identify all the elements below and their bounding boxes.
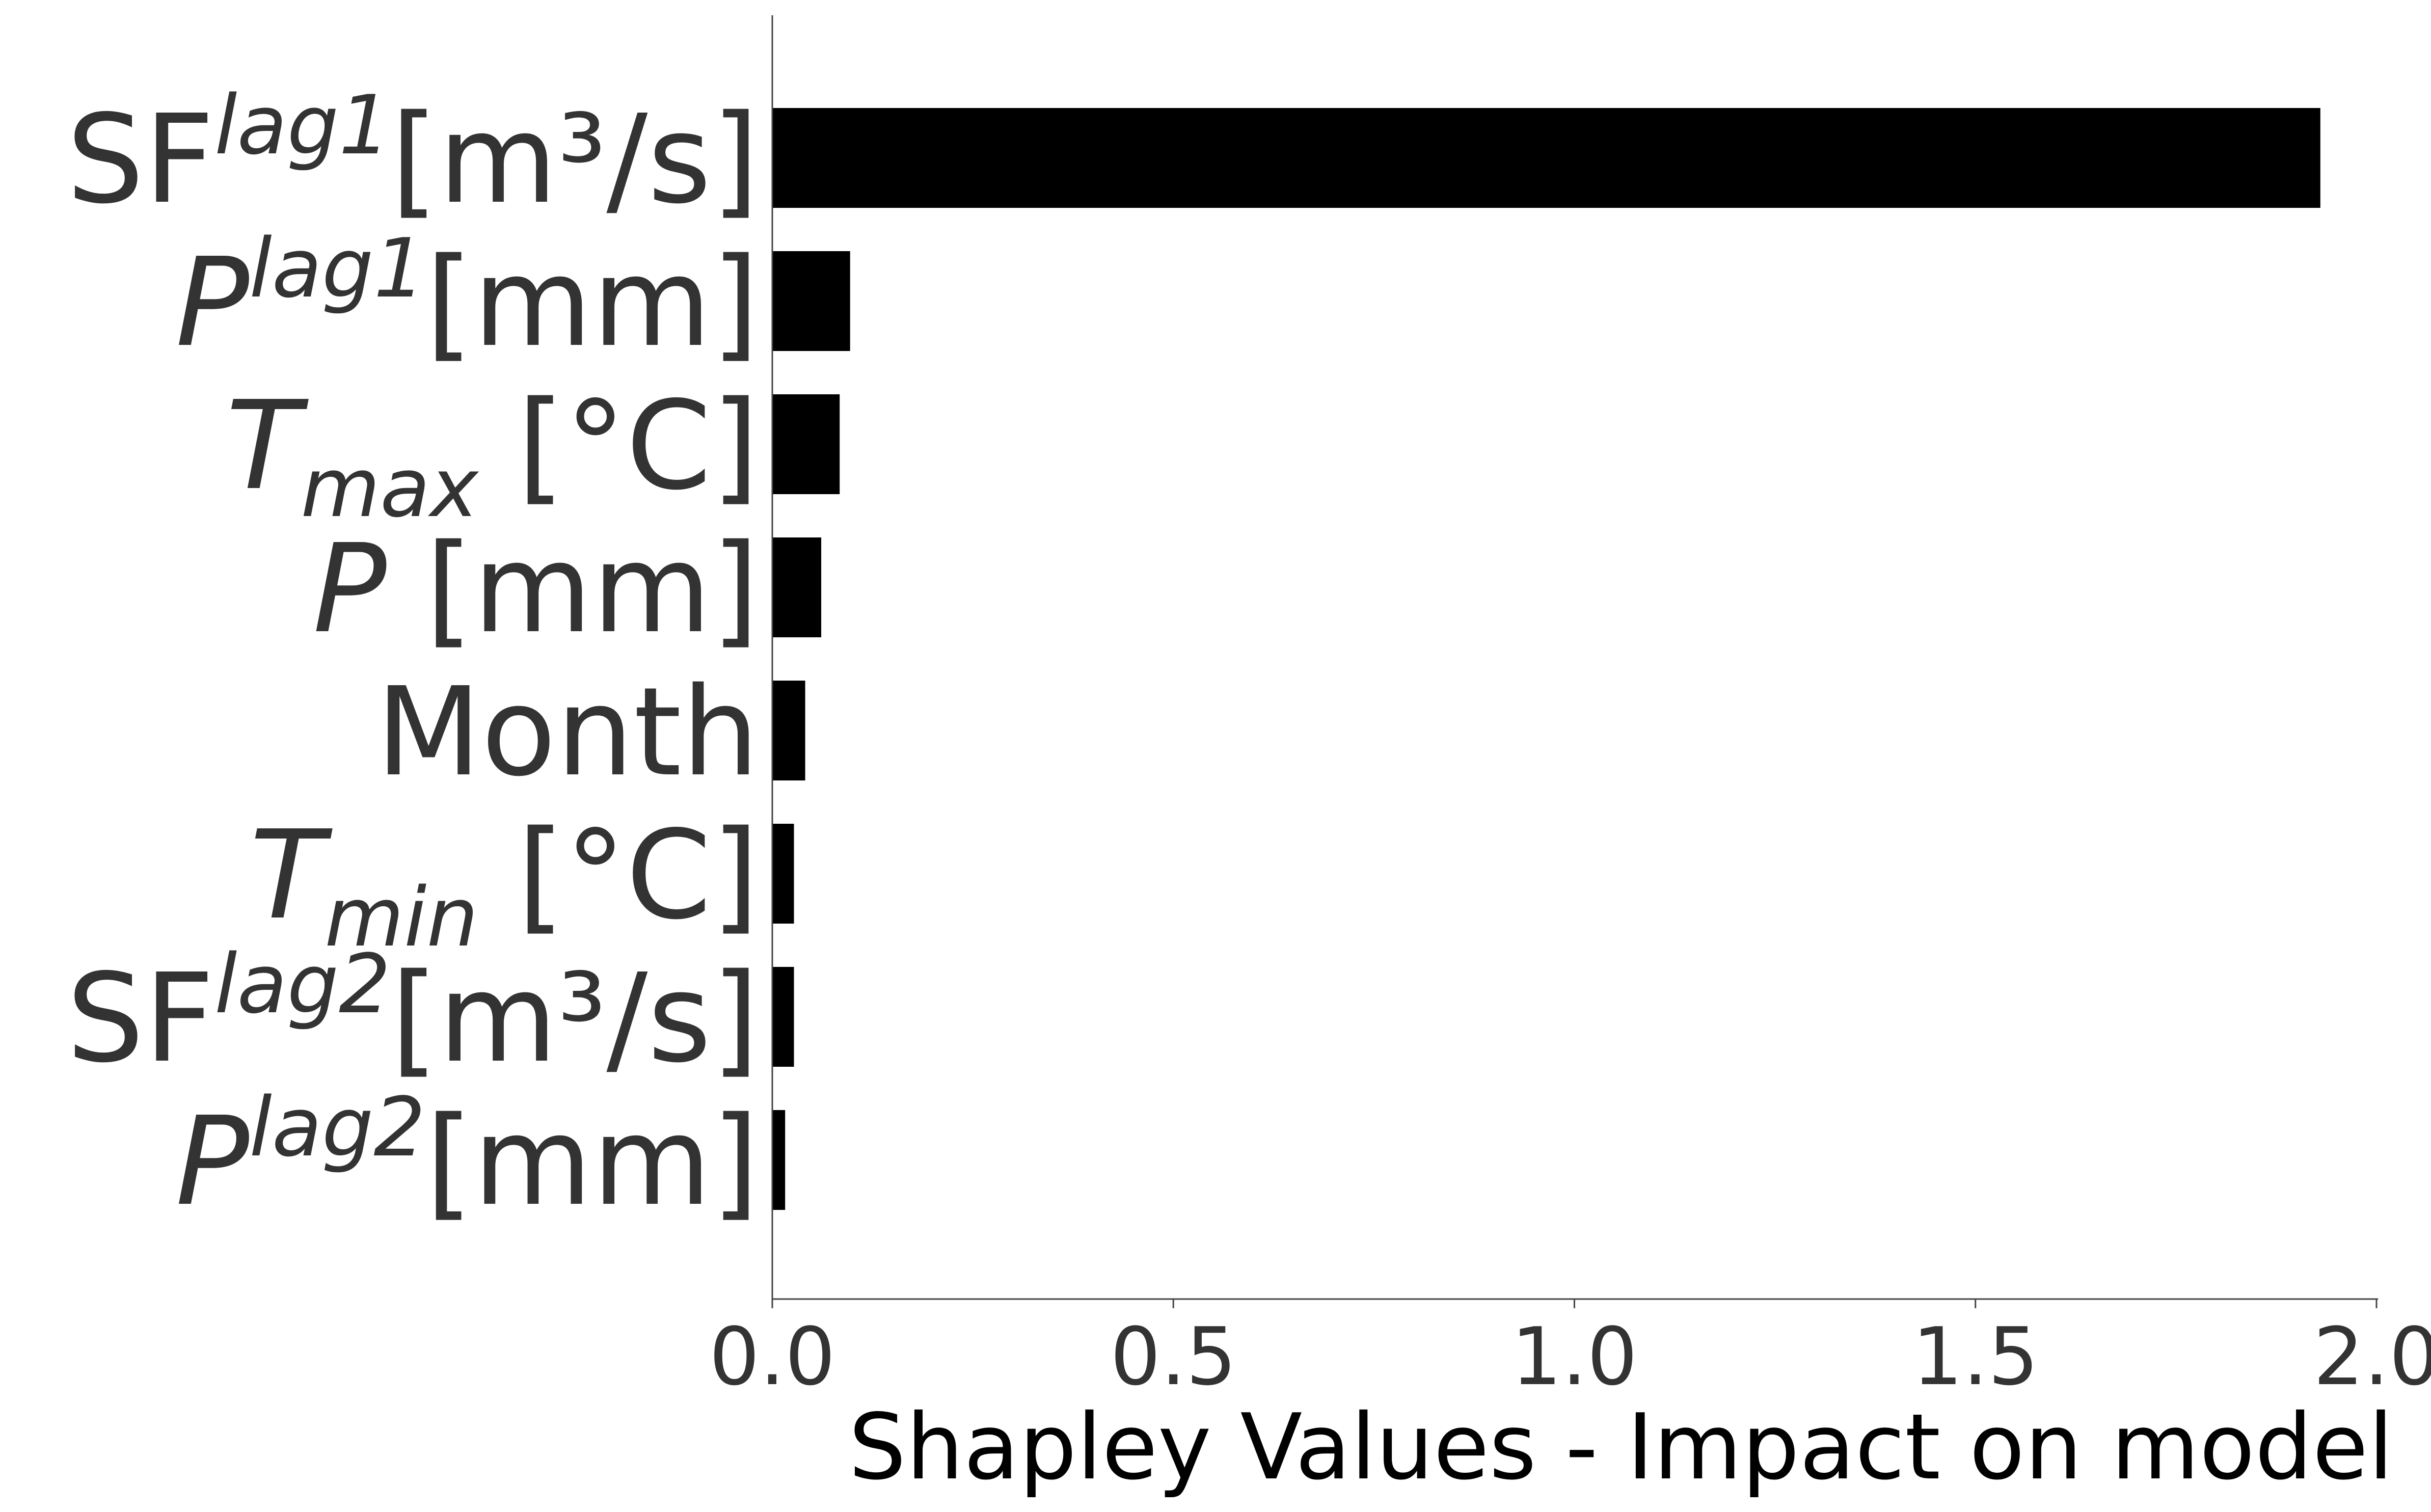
x-tick-label: 1.0	[1511, 1310, 1637, 1403]
y-label-unit: [m³/s]	[391, 88, 759, 231]
y-tick-label: Month	[376, 661, 759, 803]
y-tick-label: Tmin [°C]	[250, 804, 759, 965]
y-label-superscript: lag2	[249, 1079, 425, 1175]
y-label-base: P	[176, 1090, 250, 1233]
x-ticks-group: 0.0 0.5 1.0 1.5 2.0	[709, 1299, 2431, 1403]
bar-6	[772, 824, 794, 924]
x-tick-label: 1.5	[1912, 1310, 2039, 1403]
y-label-subscript: max	[301, 440, 479, 535]
y-label-unit: [mm]	[425, 231, 759, 374]
y-label-base: P	[313, 518, 387, 660]
y-label-superscript: lag2	[214, 936, 391, 1032]
y-label-base: T	[250, 804, 333, 947]
y-tick-label: Tmax [°C]	[226, 374, 759, 535]
y-label-base: P	[176, 231, 250, 374]
y-label-unit: [°C]	[478, 374, 759, 517]
y-label-base: Month	[376, 661, 759, 803]
bar-7	[772, 967, 794, 1067]
bar-4	[772, 537, 822, 637]
y-label-unit: [m³/s]	[391, 947, 759, 1090]
x-tick-label: 0.0	[709, 1310, 835, 1403]
y-label-unit: [mm]	[387, 518, 759, 660]
y-label-superscript: lag1	[249, 221, 425, 316]
bar-3	[772, 394, 840, 494]
y-label-unit: [°C]	[478, 804, 759, 947]
bars-group	[772, 108, 2320, 1210]
y-label-base: SF	[67, 88, 214, 231]
y-tick-label: SFlag2[m³/s]	[67, 936, 759, 1090]
bar-5	[772, 681, 805, 780]
y-tick-label: P [mm]	[313, 518, 759, 660]
bar-8	[772, 1110, 786, 1210]
bar-1	[772, 108, 2320, 208]
y-label-superscript: lag1	[214, 77, 391, 173]
x-tick-label: 2.0	[2313, 1310, 2431, 1403]
x-tick-label: 0.5	[1110, 1310, 1236, 1403]
y-labels-group: SFlag1[m³/s]Plag1[mm]Tmax [°C]P [mm]Mont…	[67, 77, 759, 1233]
y-label-subscript: min	[325, 870, 478, 965]
x-axis-title: Shapley Values - Impact on model	[849, 1394, 2393, 1500]
y-label-base: T	[226, 374, 309, 517]
bar-2	[772, 251, 850, 351]
y-tick-label: Plag1[mm]	[176, 221, 759, 374]
y-tick-label: Plag2[mm]	[176, 1079, 759, 1233]
y-tick-label: SFlag1[m³/s]	[67, 77, 759, 231]
y-label-unit: [mm]	[425, 1090, 759, 1233]
y-label-base: SF	[67, 947, 214, 1090]
